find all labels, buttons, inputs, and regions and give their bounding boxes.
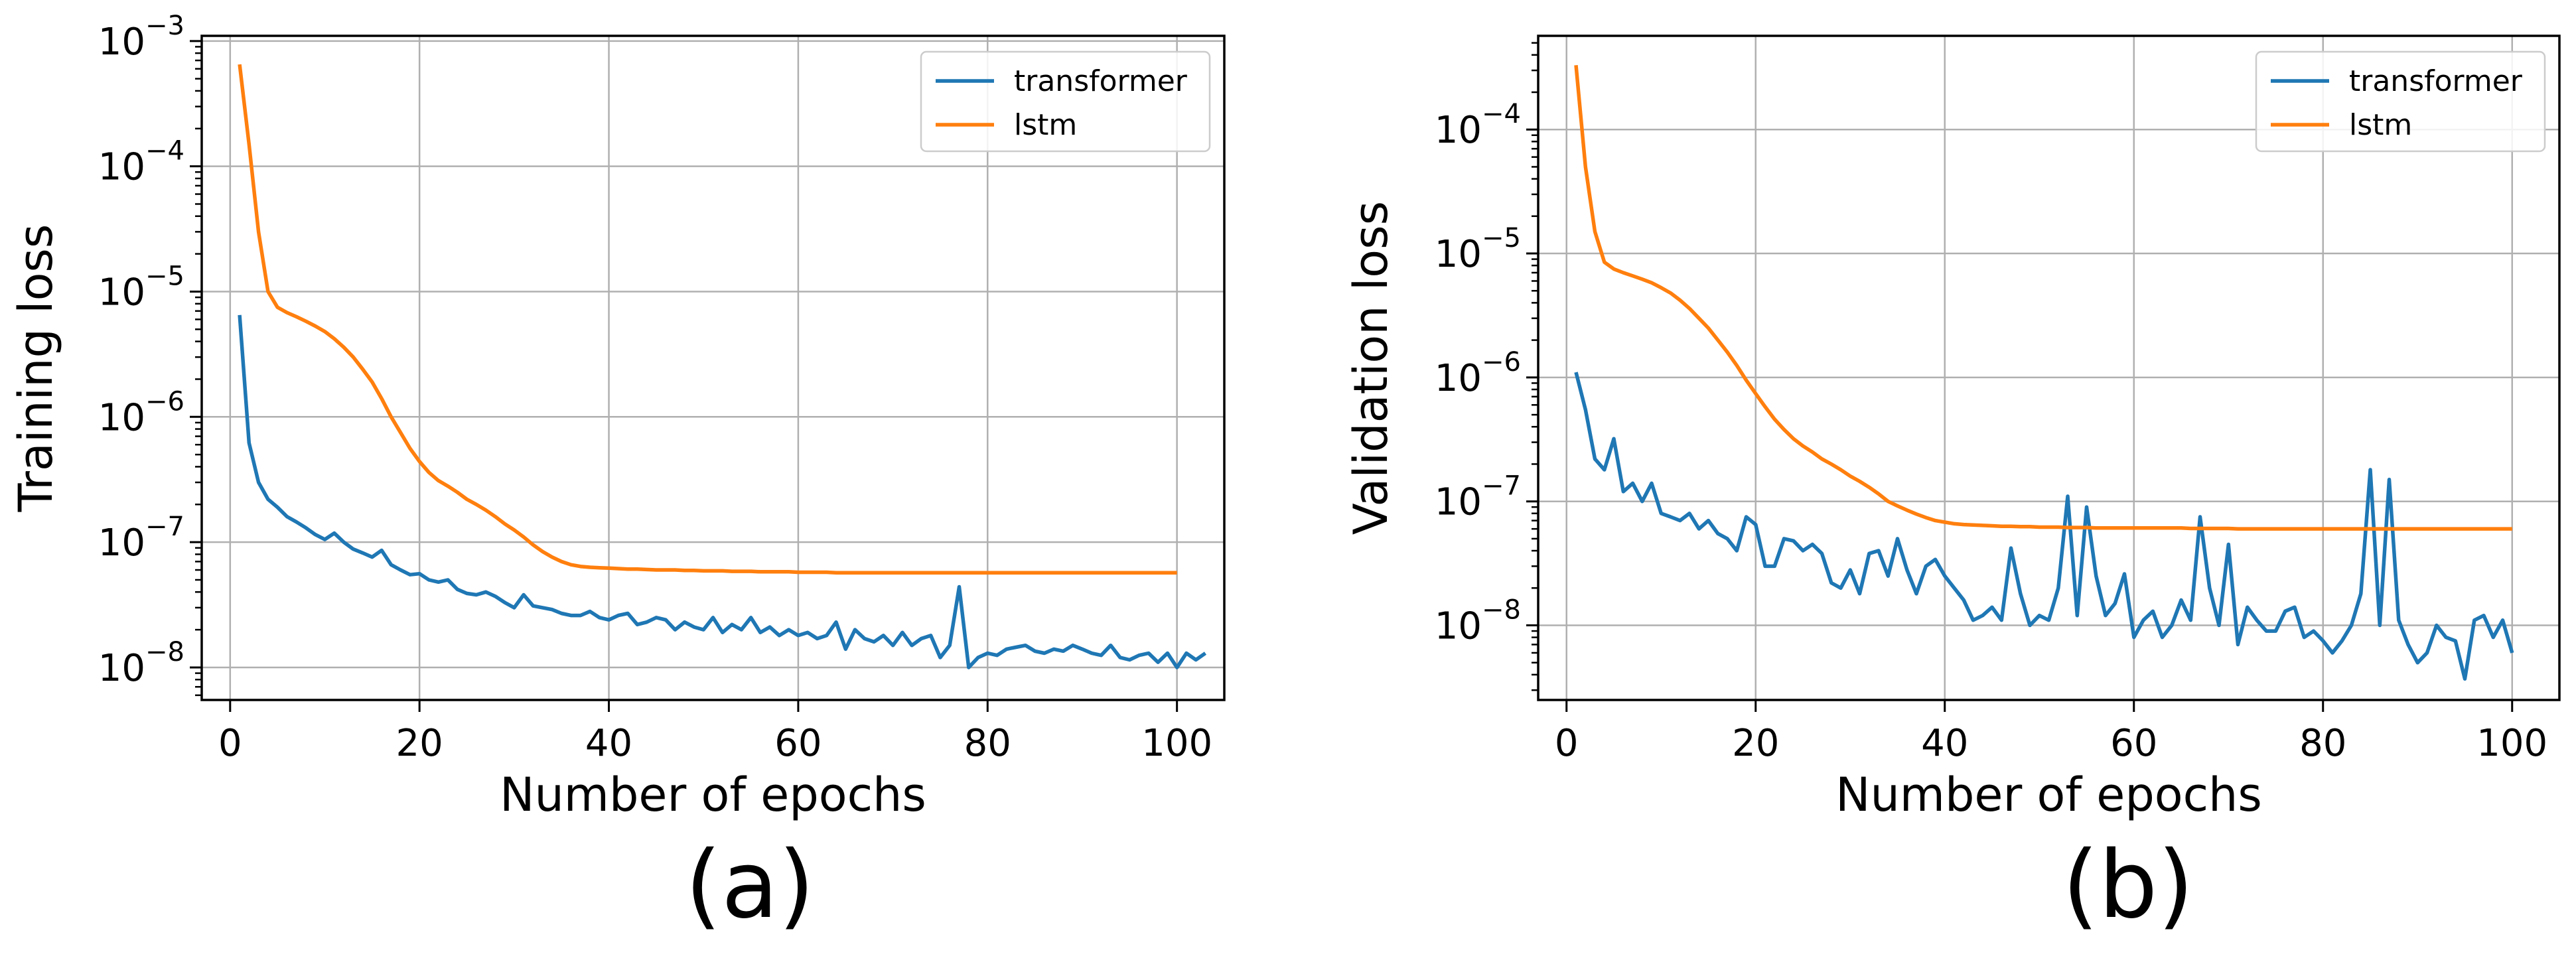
chart-2-series-transformer-line	[1574, 372, 2514, 681]
chart-2-legend-label-transformer: transformer	[2349, 64, 2523, 98]
chart-2-y-tick-label: 10−8	[1435, 595, 1521, 648]
chart-1-y-tick-label: 10−4	[98, 136, 184, 189]
chart-2-series-lstm-line	[1574, 65, 2512, 531]
chart-2-plot-frame	[1537, 35, 2561, 701]
chart-2-panel-label: (b)	[2062, 831, 2194, 939]
chart-1-y-tick-label: 10−6	[98, 386, 184, 439]
chart-2: 0 20 40 60 80 100 10−8 10−7 10−6 10−5 10−4 Number o…	[1344, 35, 2561, 939]
chart-2-y-tick-label: 10−4	[1435, 99, 1521, 152]
chart-2-x-axis-title: Number of epochs	[1835, 768, 2262, 822]
chart-2-x-tick-label: 100	[2476, 722, 2547, 765]
chart-2-x-tick-label: 60	[2110, 722, 2157, 765]
chart-1-plot-frame	[200, 35, 1226, 701]
chart-1-y-axis-title: Training loss	[9, 224, 63, 513]
chart-2-x-tick-label: 40	[1921, 722, 1968, 765]
chart-1-x-tick-label: 100	[1141, 722, 1212, 765]
chart-1-x-tick-label: 0	[218, 722, 242, 765]
chart-2-y-axis-title: Validation loss	[1344, 201, 1398, 535]
chart-1-legend-label-lstm: lstm	[1014, 108, 1077, 142]
chart-1-x-tick-label: 40	[585, 722, 632, 765]
chart-1-series-lstm-line	[238, 64, 1177, 575]
chart-2-x-tick-label: 0	[1555, 722, 1579, 765]
chart-1-y-tick-label: 10−3	[98, 11, 184, 64]
chart-1-y-tick-label: 10−5	[98, 261, 184, 314]
chart-1-series-transformer-line	[238, 314, 1207, 669]
chart-1-x-tick-label: 20	[396, 722, 443, 765]
chart-2-y-tick-label: 10−6	[1435, 347, 1521, 400]
chart-2-y-tick-label: 10−5	[1435, 223, 1521, 276]
chart-1-x-tick-label: 80	[964, 722, 1011, 765]
chart-2-x-tick-label: 80	[2299, 722, 2346, 765]
chart-2-legend: transformer lstm	[2255, 50, 2546, 153]
chart-2-y-tick-label: 10−7	[1435, 471, 1521, 524]
chart-1: 0 20 40 60 80 100 10−8 10−7 10−6 10−5 10−4 10−3 Numb…	[9, 11, 1226, 939]
chart-1-y-tick-label: 10−7	[98, 512, 184, 565]
chart-1-y-tick-label: 10−8	[98, 637, 184, 690]
chart-1-x-tick-label: 60	[774, 722, 822, 765]
chart-2-legend-label-lstm: lstm	[2349, 108, 2412, 142]
chart-1-x-axis-title: Number of epochs	[500, 768, 926, 822]
chart-1-legend: transformer lstm	[920, 50, 1211, 153]
chart-1-panel-label: (a)	[685, 831, 814, 939]
chart-2-x-tick-label: 20	[1732, 722, 1779, 765]
chart-1-legend-label-transformer: transformer	[1014, 64, 1188, 98]
